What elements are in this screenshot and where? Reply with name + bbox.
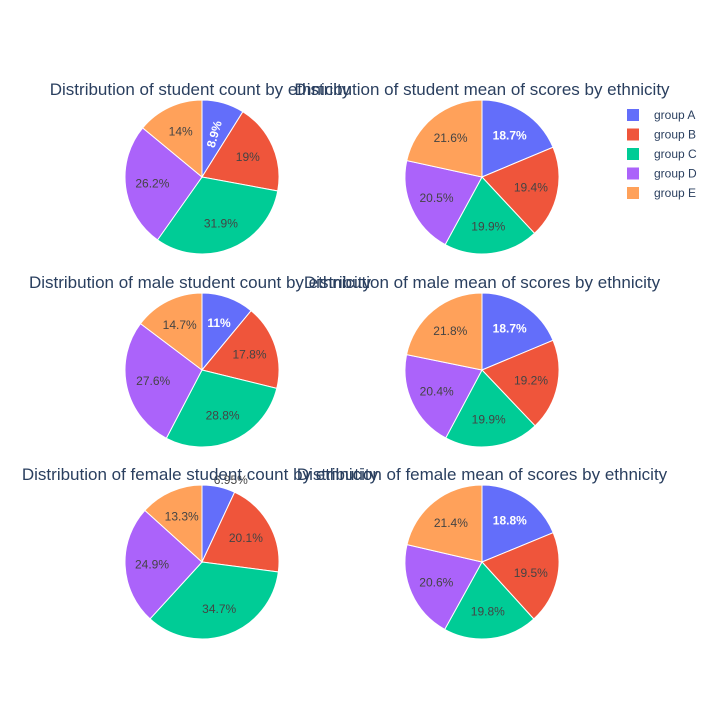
pie-4-slice-group-d[interactable] [404,354,483,439]
pie-6-label-group-d: 20.6% [419,575,453,589]
legend-item-group-c[interactable]: group C [627,147,697,161]
pie-3: 11% 17.8% 28.8% 27.6% 14.7% [124,292,280,448]
pie-5-title: Distribution of female student count by … [22,465,379,484]
pie-1-title: Distribution of student count by ethnici… [50,80,351,99]
pie-6-slice-group-d[interactable] [404,544,483,631]
legend-label-group-e: group E [654,186,696,200]
pie-2-slice-group-c[interactable] [444,176,536,255]
pie-1: 8.9%19%31.9%26.2%14% [124,99,280,255]
pie-4-label-group-a: 18.7% [493,321,527,335]
pie-3-label-group-c: 28.8% [206,409,240,423]
pie-1-slice-group-d[interactable] [124,127,203,241]
pie-6-label-group-e: 21.4% [434,516,468,530]
pie-3-label-group-d: 27.6% [136,374,170,388]
pie-5-label-group-c: 34.7% [202,602,236,616]
pie-2-title: Distribution of student mean of scores b… [294,80,670,99]
pie-1-slice-group-e[interactable] [141,99,203,179]
pie-4-slice-group-e[interactable] [405,292,483,371]
legend-swatch-group-b [627,128,639,141]
pie-5-slice-group-e[interactable] [144,484,203,564]
pie-6-slice-group-b[interactable] [481,532,560,620]
pie-5-slice-group-c[interactable] [149,561,279,640]
pie-1-label-group-c: 31.9% [204,216,238,230]
titles-layer: Distribution of student count by ethnici… [22,80,670,484]
pie-2-label-group-d: 20.5% [419,191,453,205]
pie-3-label-group-b: 17.8% [232,347,266,361]
pie-2-label-group-e: 21.6% [434,131,468,145]
legend-swatch-group-e [627,187,639,199]
pie-5-label-group-b: 20.1% [229,531,263,545]
pie-3-label-group-e: 14.7% [163,318,197,332]
pie-4-slice-group-a[interactable] [481,292,554,371]
pie-3-slice-group-c[interactable] [165,369,278,448]
pie-2-label-group-c: 19.9% [471,220,505,234]
pie-4-slice-group-c[interactable] [445,369,536,448]
pie-6-label-group-b: 19.5% [514,566,548,580]
legend-item-group-d[interactable]: group D [627,167,697,181]
pie-2-label-group-b: 19.4% [514,181,548,195]
pie-2-slice-group-e[interactable] [406,99,483,178]
pie-4-slice-group-b[interactable] [481,339,560,427]
legend-label-group-a: group A [654,108,695,122]
pie-4-label-group-c: 19.9% [472,413,506,427]
pie-4-label-group-e: 21.8% [433,324,467,338]
legend-label-group-d: group D [654,167,697,181]
pie-5-label-group-a: 6.95% [214,473,248,487]
pie-6-label-group-a: 18.8% [493,513,527,527]
pie-3-title: Distribution of male student count by et… [29,273,372,292]
pie-1-slice-group-c[interactable] [156,176,279,255]
legend-item-group-b[interactable]: group B [627,128,696,142]
legend-swatch-group-d [627,167,639,180]
pie-2-slice-group-b[interactable] [481,146,560,235]
pie-1-label-group-b: 19% [236,150,260,164]
pie-4-title: Distribution of male mean of scores by e… [304,273,661,292]
pie-5-label-group-e: 13.3% [165,509,199,523]
pie-2-slice-group-d[interactable] [404,159,483,246]
pie-6: 18.8% 19.5% 19.8% 20.6% 21.4% [404,484,560,640]
legend-swatch-group-a [627,109,639,121]
pie-2: 18.7% 19.4% 19.9% 20.5% 21.6% [404,99,560,255]
pie-6-label-group-c: 19.8% [471,605,505,619]
pie-2-label-group-a: 18.7% [493,128,527,142]
pie-6-title: Distribution of female mean of scores by… [297,465,668,484]
legend-label-group-c: group C [654,147,697,161]
pie-3-slice-group-e[interactable] [139,292,203,372]
legend[interactable]: group A group B group C group D group E [627,108,697,200]
pie-4-label-group-d: 20.4% [420,384,454,398]
pie-1-label-group-d: 26.2% [135,177,169,191]
pie-3-slice-group-b[interactable] [201,309,280,389]
pie-6-slice-group-c[interactable] [444,561,535,640]
pie-4: 18.7% 19.2% 19.9% 20.4% 21.8% [404,292,560,448]
pie-5-label-group-d: 24.9% [135,557,169,571]
pie-3-label-group-a: 11% [207,316,231,330]
pie-3-slice-group-d[interactable] [124,322,203,439]
pie-1-slice-group-b[interactable] [201,111,280,192]
legend-label-group-b: group B [654,128,696,142]
pie-2-slice-group-a[interactable] [481,99,554,178]
pie-5-slice-group-b[interactable] [201,491,280,573]
pie-6-slice-group-a[interactable] [481,484,554,563]
legend-item-group-a[interactable]: group A [627,108,695,122]
legend-swatch-group-c [627,148,639,160]
pies-layer: 8.9%19%31.9%26.2%14% 18.7%19.4%19.9%20.5%… [124,99,560,640]
pie-6-slice-group-e[interactable] [406,484,483,563]
pie-5-slice-group-d[interactable] [124,509,203,620]
pie-4-label-group-b: 19.2% [514,373,548,387]
legend-item-group-e[interactable]: group E [627,186,696,200]
pie-1-label-group-e: 14% [169,125,193,139]
pie-5: 6.95% 20.1% 34.7% 24.9% 13.3% [124,473,280,640]
